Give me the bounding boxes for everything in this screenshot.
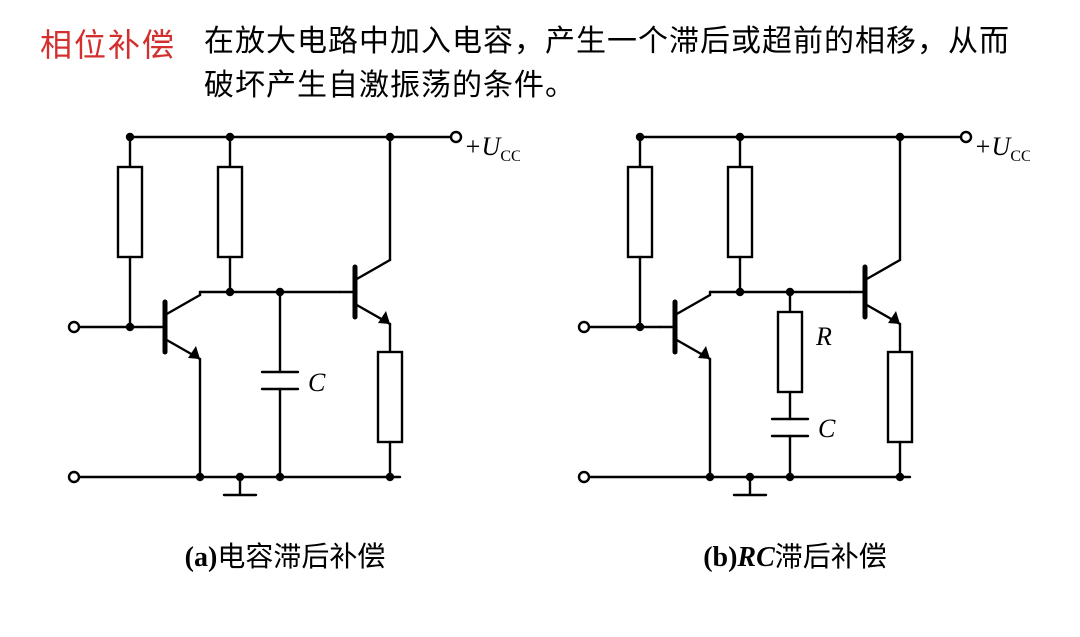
caption-b: (b)RC滞后补偿 bbox=[703, 535, 887, 575]
header: 相位补偿 在放大电路中加入电容，产生一个滞后或超前的相移，从而破坏产生自激振荡的… bbox=[40, 20, 1040, 107]
ucc-label-a: +UCC bbox=[464, 132, 520, 165]
caption-b-prefix: (b) bbox=[703, 542, 737, 573]
ucc-label-b: +UCC bbox=[974, 132, 1030, 165]
figure-b: +UCC R C (b)RC滞后补偿 bbox=[560, 117, 1030, 575]
description: 在放大电路中加入电容，产生一个滞后或超前的相移，从而破坏产生自激振荡的条件。 bbox=[204, 20, 1040, 107]
caption-b-text: 滞后补偿 bbox=[775, 542, 887, 573]
figures-row: +UCC C (a)电容滞后补偿 bbox=[40, 117, 1040, 575]
c-label-a: C bbox=[308, 368, 326, 397]
caption-b-rc: RC bbox=[737, 542, 774, 573]
circuit-a-svg: +UCC C bbox=[50, 117, 520, 527]
page: 相位补偿 在放大电路中加入电容，产生一个滞后或超前的相移，从而破坏产生自激振荡的… bbox=[0, 0, 1080, 637]
r-label-b: R bbox=[815, 322, 832, 351]
circuit-b-svg: +UCC R C bbox=[560, 117, 1030, 527]
caption-a-prefix: (a) bbox=[185, 542, 218, 573]
figure-a: +UCC C (a)电容滞后补偿 bbox=[50, 117, 520, 575]
caption-a-text: 电容滞后补偿 bbox=[217, 542, 385, 573]
c-label-b: C bbox=[818, 414, 836, 443]
caption-a: (a)电容滞后补偿 bbox=[185, 535, 386, 575]
title: 相位补偿 bbox=[40, 20, 176, 66]
